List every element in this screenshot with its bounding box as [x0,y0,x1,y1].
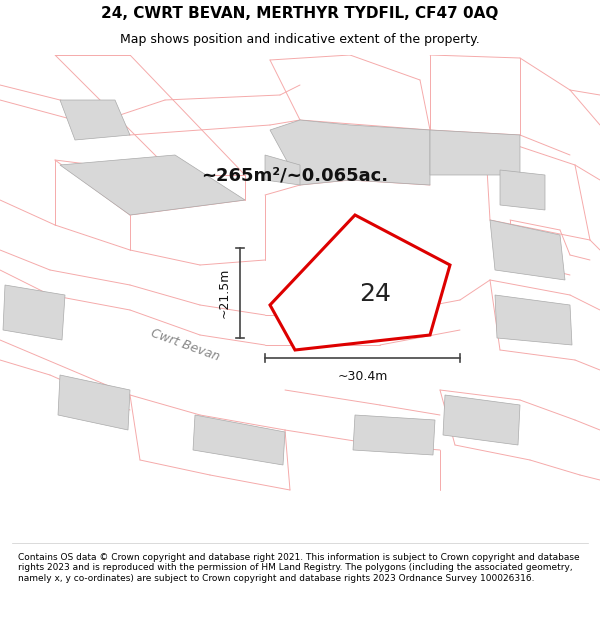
Text: ~265m²/~0.065ac.: ~265m²/~0.065ac. [202,166,389,184]
Text: 24, CWRT BEVAN, MERTHYR TYDFIL, CF47 0AQ: 24, CWRT BEVAN, MERTHYR TYDFIL, CF47 0AQ [101,6,499,21]
Polygon shape [193,415,285,465]
Polygon shape [430,130,520,175]
Polygon shape [60,155,245,215]
Text: Map shows position and indicative extent of the property.: Map shows position and indicative extent… [120,33,480,46]
Polygon shape [3,285,65,340]
Polygon shape [58,375,130,430]
Polygon shape [270,215,450,350]
Text: ~21.5m: ~21.5m [218,268,230,318]
Polygon shape [270,120,430,185]
Polygon shape [443,395,520,445]
Polygon shape [490,220,565,280]
Text: Cwrt Bevan: Cwrt Bevan [149,326,221,364]
Polygon shape [60,100,130,140]
Polygon shape [500,170,545,210]
Text: ~30.4m: ~30.4m [337,369,388,382]
Polygon shape [353,415,435,455]
Polygon shape [495,295,572,345]
Text: Contains OS data © Crown copyright and database right 2021. This information is : Contains OS data © Crown copyright and d… [18,552,580,582]
Text: 24: 24 [359,282,391,306]
Polygon shape [265,155,300,185]
